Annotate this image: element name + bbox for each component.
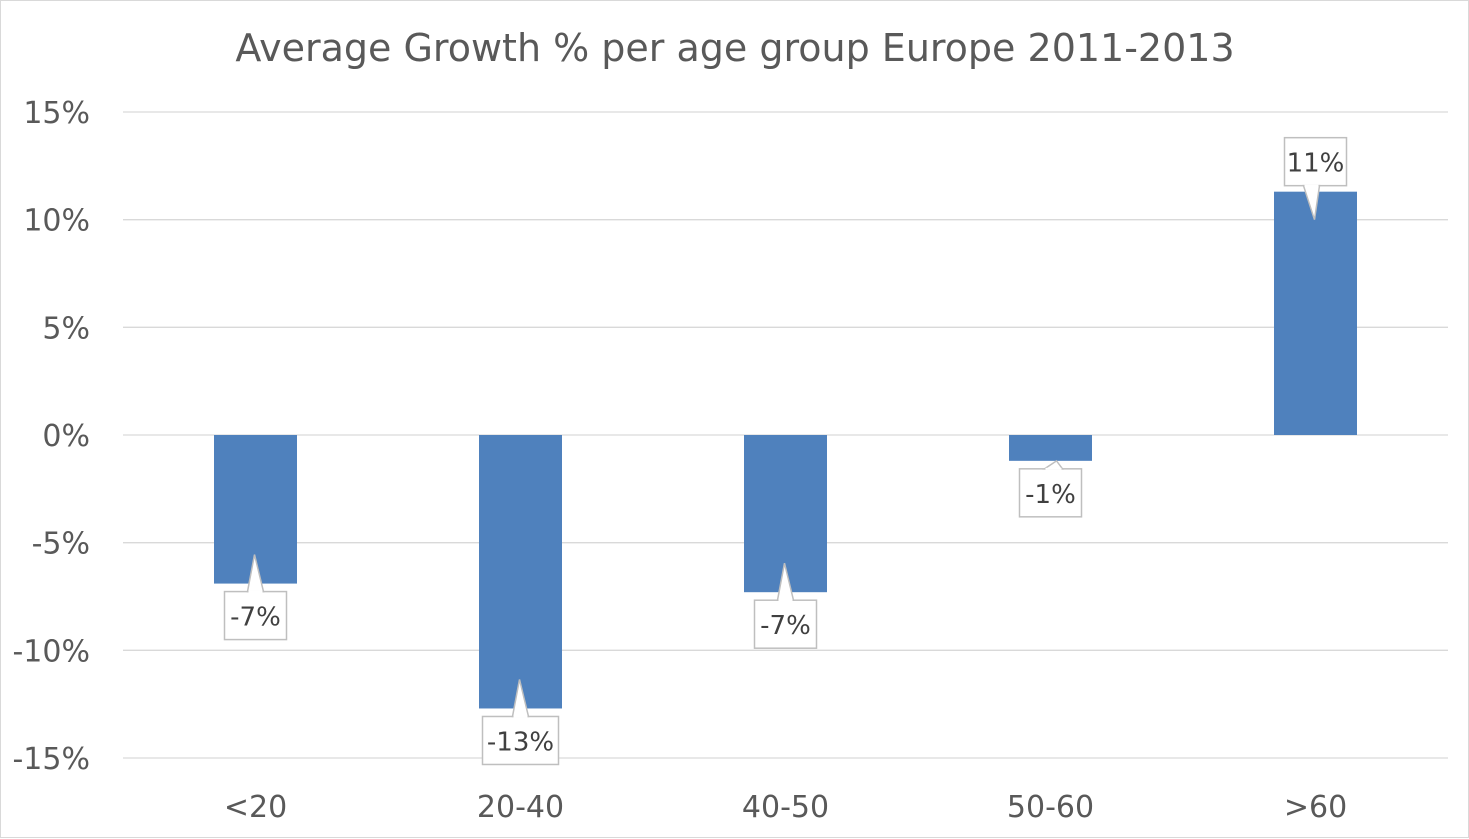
chart-title: Average Growth % per age group Europe 20… bbox=[235, 26, 1234, 70]
data-label: -1% bbox=[1025, 480, 1076, 510]
data-label: -7% bbox=[760, 611, 811, 641]
callout-box bbox=[481, 715, 560, 766]
callout-box bbox=[223, 590, 288, 641]
data-label-callout: 11% bbox=[1283, 136, 1348, 220]
x-category-label: 20-40 bbox=[477, 790, 564, 825]
bars bbox=[214, 191, 1357, 709]
y-tick-label: 15% bbox=[23, 96, 90, 131]
callout-pointer bbox=[1042, 459, 1064, 470]
y-tick-label: -10% bbox=[12, 634, 90, 669]
x-category-label: 40-50 bbox=[742, 790, 829, 825]
y-tick-label: 5% bbox=[42, 311, 90, 346]
x-axis-categories: <20 20-40 40-50 50-60 >60 bbox=[224, 790, 1347, 825]
callout-box bbox=[753, 599, 818, 649]
callout-box bbox=[1018, 468, 1083, 518]
data-label-callout: -1% bbox=[1018, 459, 1083, 518]
data-label: -7% bbox=[230, 603, 281, 633]
data-label: -13% bbox=[487, 727, 554, 757]
bar bbox=[1274, 191, 1357, 435]
x-category-label: >60 bbox=[1284, 790, 1347, 825]
callout-box bbox=[1283, 136, 1348, 187]
data-label: 11% bbox=[1287, 149, 1345, 179]
y-tick-label: 10% bbox=[23, 204, 90, 239]
data-label-callout: -13% bbox=[481, 679, 560, 766]
data-label-callout: -7% bbox=[753, 563, 818, 649]
x-category-label: <20 bbox=[224, 790, 287, 825]
y-tick-label: -5% bbox=[32, 527, 90, 562]
bar bbox=[1009, 435, 1092, 461]
x-category-label: 50-60 bbox=[1007, 790, 1094, 825]
data-labels: -7% -13% -7% -1% 11% bbox=[223, 136, 1348, 766]
data-label-callout: -7% bbox=[223, 554, 288, 641]
bar bbox=[479, 435, 562, 709]
y-tick-label: -15% bbox=[12, 742, 90, 777]
y-axis-ticks: 15% 10% 5% 0% -5% -10% -15% bbox=[12, 96, 90, 777]
y-tick-label: 0% bbox=[42, 419, 90, 454]
